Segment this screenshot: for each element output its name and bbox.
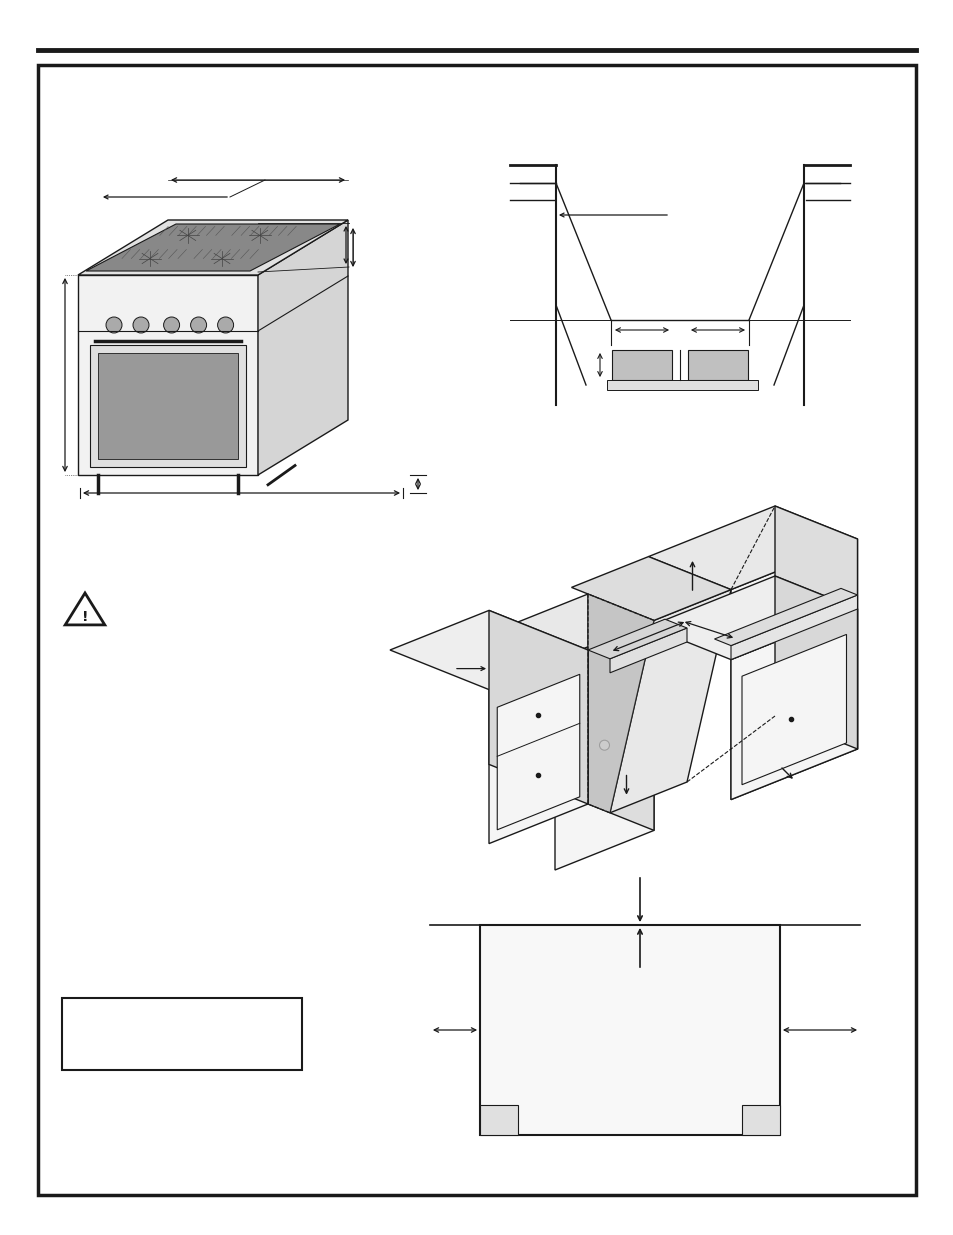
Bar [687, 350, 747, 380]
Text: !: ! [82, 610, 89, 624]
Bar [479, 925, 780, 1135]
Polygon shape [609, 629, 686, 673]
Polygon shape [489, 610, 587, 804]
Bar [479, 1105, 517, 1135]
Polygon shape [741, 635, 845, 784]
Polygon shape [774, 576, 857, 748]
Polygon shape [730, 609, 857, 799]
Polygon shape [587, 619, 686, 658]
Circle shape [217, 317, 233, 333]
Polygon shape [648, 576, 857, 659]
Bar [62, 998, 302, 1070]
Circle shape [163, 317, 179, 333]
Polygon shape [587, 594, 654, 830]
Polygon shape [78, 275, 257, 475]
Bar [612, 350, 671, 380]
Polygon shape [774, 506, 857, 748]
Bar [741, 1105, 780, 1135]
Polygon shape [78, 220, 348, 275]
Polygon shape [571, 557, 730, 620]
Polygon shape [86, 224, 339, 270]
Polygon shape [390, 610, 587, 689]
Polygon shape [65, 593, 105, 625]
Circle shape [598, 740, 609, 750]
Polygon shape [730, 538, 857, 799]
Circle shape [132, 317, 149, 333]
Circle shape [191, 317, 207, 333]
Circle shape [106, 317, 122, 333]
Polygon shape [609, 589, 730, 813]
Bar [98, 353, 237, 459]
Polygon shape [257, 220, 348, 475]
Polygon shape [730, 595, 857, 659]
Polygon shape [497, 674, 579, 830]
Bar [606, 380, 758, 390]
Polygon shape [648, 506, 857, 589]
Polygon shape [714, 588, 857, 646]
Polygon shape [489, 650, 587, 844]
Polygon shape [555, 620, 654, 869]
Polygon shape [587, 594, 654, 813]
Polygon shape [489, 594, 654, 659]
Bar [90, 345, 246, 467]
